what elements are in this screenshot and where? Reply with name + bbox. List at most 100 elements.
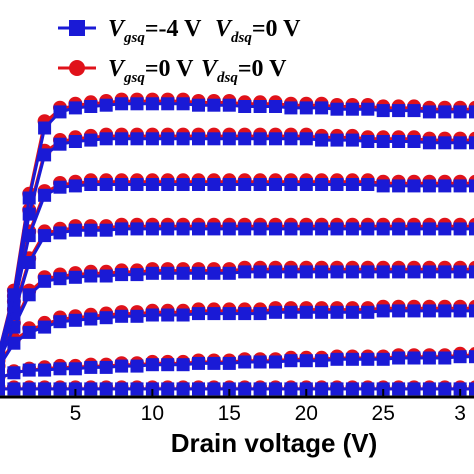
square-marker (469, 350, 474, 364)
square-marker (145, 382, 159, 396)
square-marker (253, 132, 267, 146)
square-marker (22, 363, 36, 377)
square-marker (222, 307, 236, 321)
square-marker (284, 265, 298, 279)
square-marker (438, 265, 452, 279)
square-marker (453, 382, 467, 396)
square-marker (161, 266, 175, 280)
square-marker (22, 325, 36, 339)
square-marker (438, 179, 452, 193)
square-marker (99, 98, 113, 112)
square-marker (453, 265, 467, 279)
square-marker (407, 382, 421, 396)
square-marker (207, 132, 221, 146)
square-marker (315, 354, 329, 368)
square-marker (115, 309, 129, 323)
square-marker (68, 382, 82, 396)
legend-marker-circle (69, 60, 85, 76)
square-marker (84, 133, 98, 147)
square-marker (176, 178, 190, 191)
square-marker (238, 265, 252, 279)
square-marker (222, 222, 236, 236)
square-marker (392, 382, 406, 396)
square-marker (176, 97, 190, 111)
square-marker (269, 305, 282, 319)
square-marker (192, 307, 205, 321)
square-marker (38, 121, 52, 135)
legend-sub-dsq: dsq (217, 70, 238, 86)
square-marker (361, 305, 375, 319)
legend-sub-gsq: gsq (123, 30, 145, 46)
square-marker (7, 336, 21, 350)
square-marker (192, 132, 205, 146)
square-marker (99, 178, 113, 191)
square-marker (407, 222, 421, 236)
square-marker (299, 265, 313, 279)
square-marker (345, 102, 359, 116)
series-line (0, 224, 474, 360)
square-marker (192, 222, 205, 236)
square-marker (438, 304, 452, 318)
square-marker (376, 135, 390, 148)
square-marker (269, 355, 282, 369)
square-marker (38, 320, 52, 334)
square-marker (238, 222, 252, 236)
square-marker (99, 311, 113, 325)
square-marker (361, 352, 375, 366)
square-marker (469, 304, 474, 318)
legend-gate-value: =-4 V (145, 16, 207, 42)
square-marker (376, 265, 390, 279)
square-marker (38, 274, 52, 288)
square-marker (315, 101, 329, 115)
square-marker (361, 265, 375, 279)
square-marker (284, 178, 298, 191)
square-marker (0, 347, 5, 361)
square-marker (376, 304, 390, 318)
square-marker (22, 256, 36, 269)
legend-drain-value: =0 V (252, 16, 301, 42)
square-marker (84, 312, 98, 326)
square-marker (145, 308, 159, 322)
series-line (0, 227, 474, 360)
square-marker (330, 222, 344, 236)
x-tick-label: 10 (141, 402, 164, 425)
legend-v-symbol: V (108, 56, 126, 82)
square-marker (330, 352, 344, 366)
red-curve-4 (0, 217, 474, 365)
square-marker (284, 382, 298, 396)
square-marker (315, 222, 329, 236)
square-marker (53, 180, 67, 194)
square-marker (0, 371, 5, 385)
square-marker (99, 269, 113, 283)
square-marker (53, 105, 67, 119)
square-marker (130, 309, 144, 323)
legend-v-symbol: V (215, 16, 233, 42)
x-axis-title: Drain voltage (V) (171, 428, 378, 458)
square-marker (330, 305, 344, 319)
square-marker (38, 382, 52, 396)
blue-curve-7 (0, 97, 474, 361)
square-marker (161, 308, 175, 322)
square-marker (422, 304, 436, 318)
square-marker (407, 104, 421, 118)
square-marker (422, 382, 436, 396)
legend-v-symbol: V (201, 56, 219, 82)
square-marker (207, 356, 221, 370)
square-marker (145, 178, 159, 191)
square-marker (53, 272, 67, 286)
square-marker (176, 222, 190, 236)
square-marker (207, 178, 221, 191)
square-marker (7, 382, 21, 396)
square-marker (345, 352, 359, 366)
square-marker (392, 135, 406, 148)
square-marker (222, 132, 236, 146)
square-marker (361, 382, 375, 396)
square-marker (238, 178, 252, 191)
square-marker (192, 178, 205, 191)
square-marker (392, 351, 406, 365)
legend-drain-value: =0 V (238, 56, 287, 82)
square-marker (130, 268, 144, 282)
square-marker (253, 178, 267, 191)
square-marker (84, 269, 98, 283)
square-marker (207, 307, 221, 321)
